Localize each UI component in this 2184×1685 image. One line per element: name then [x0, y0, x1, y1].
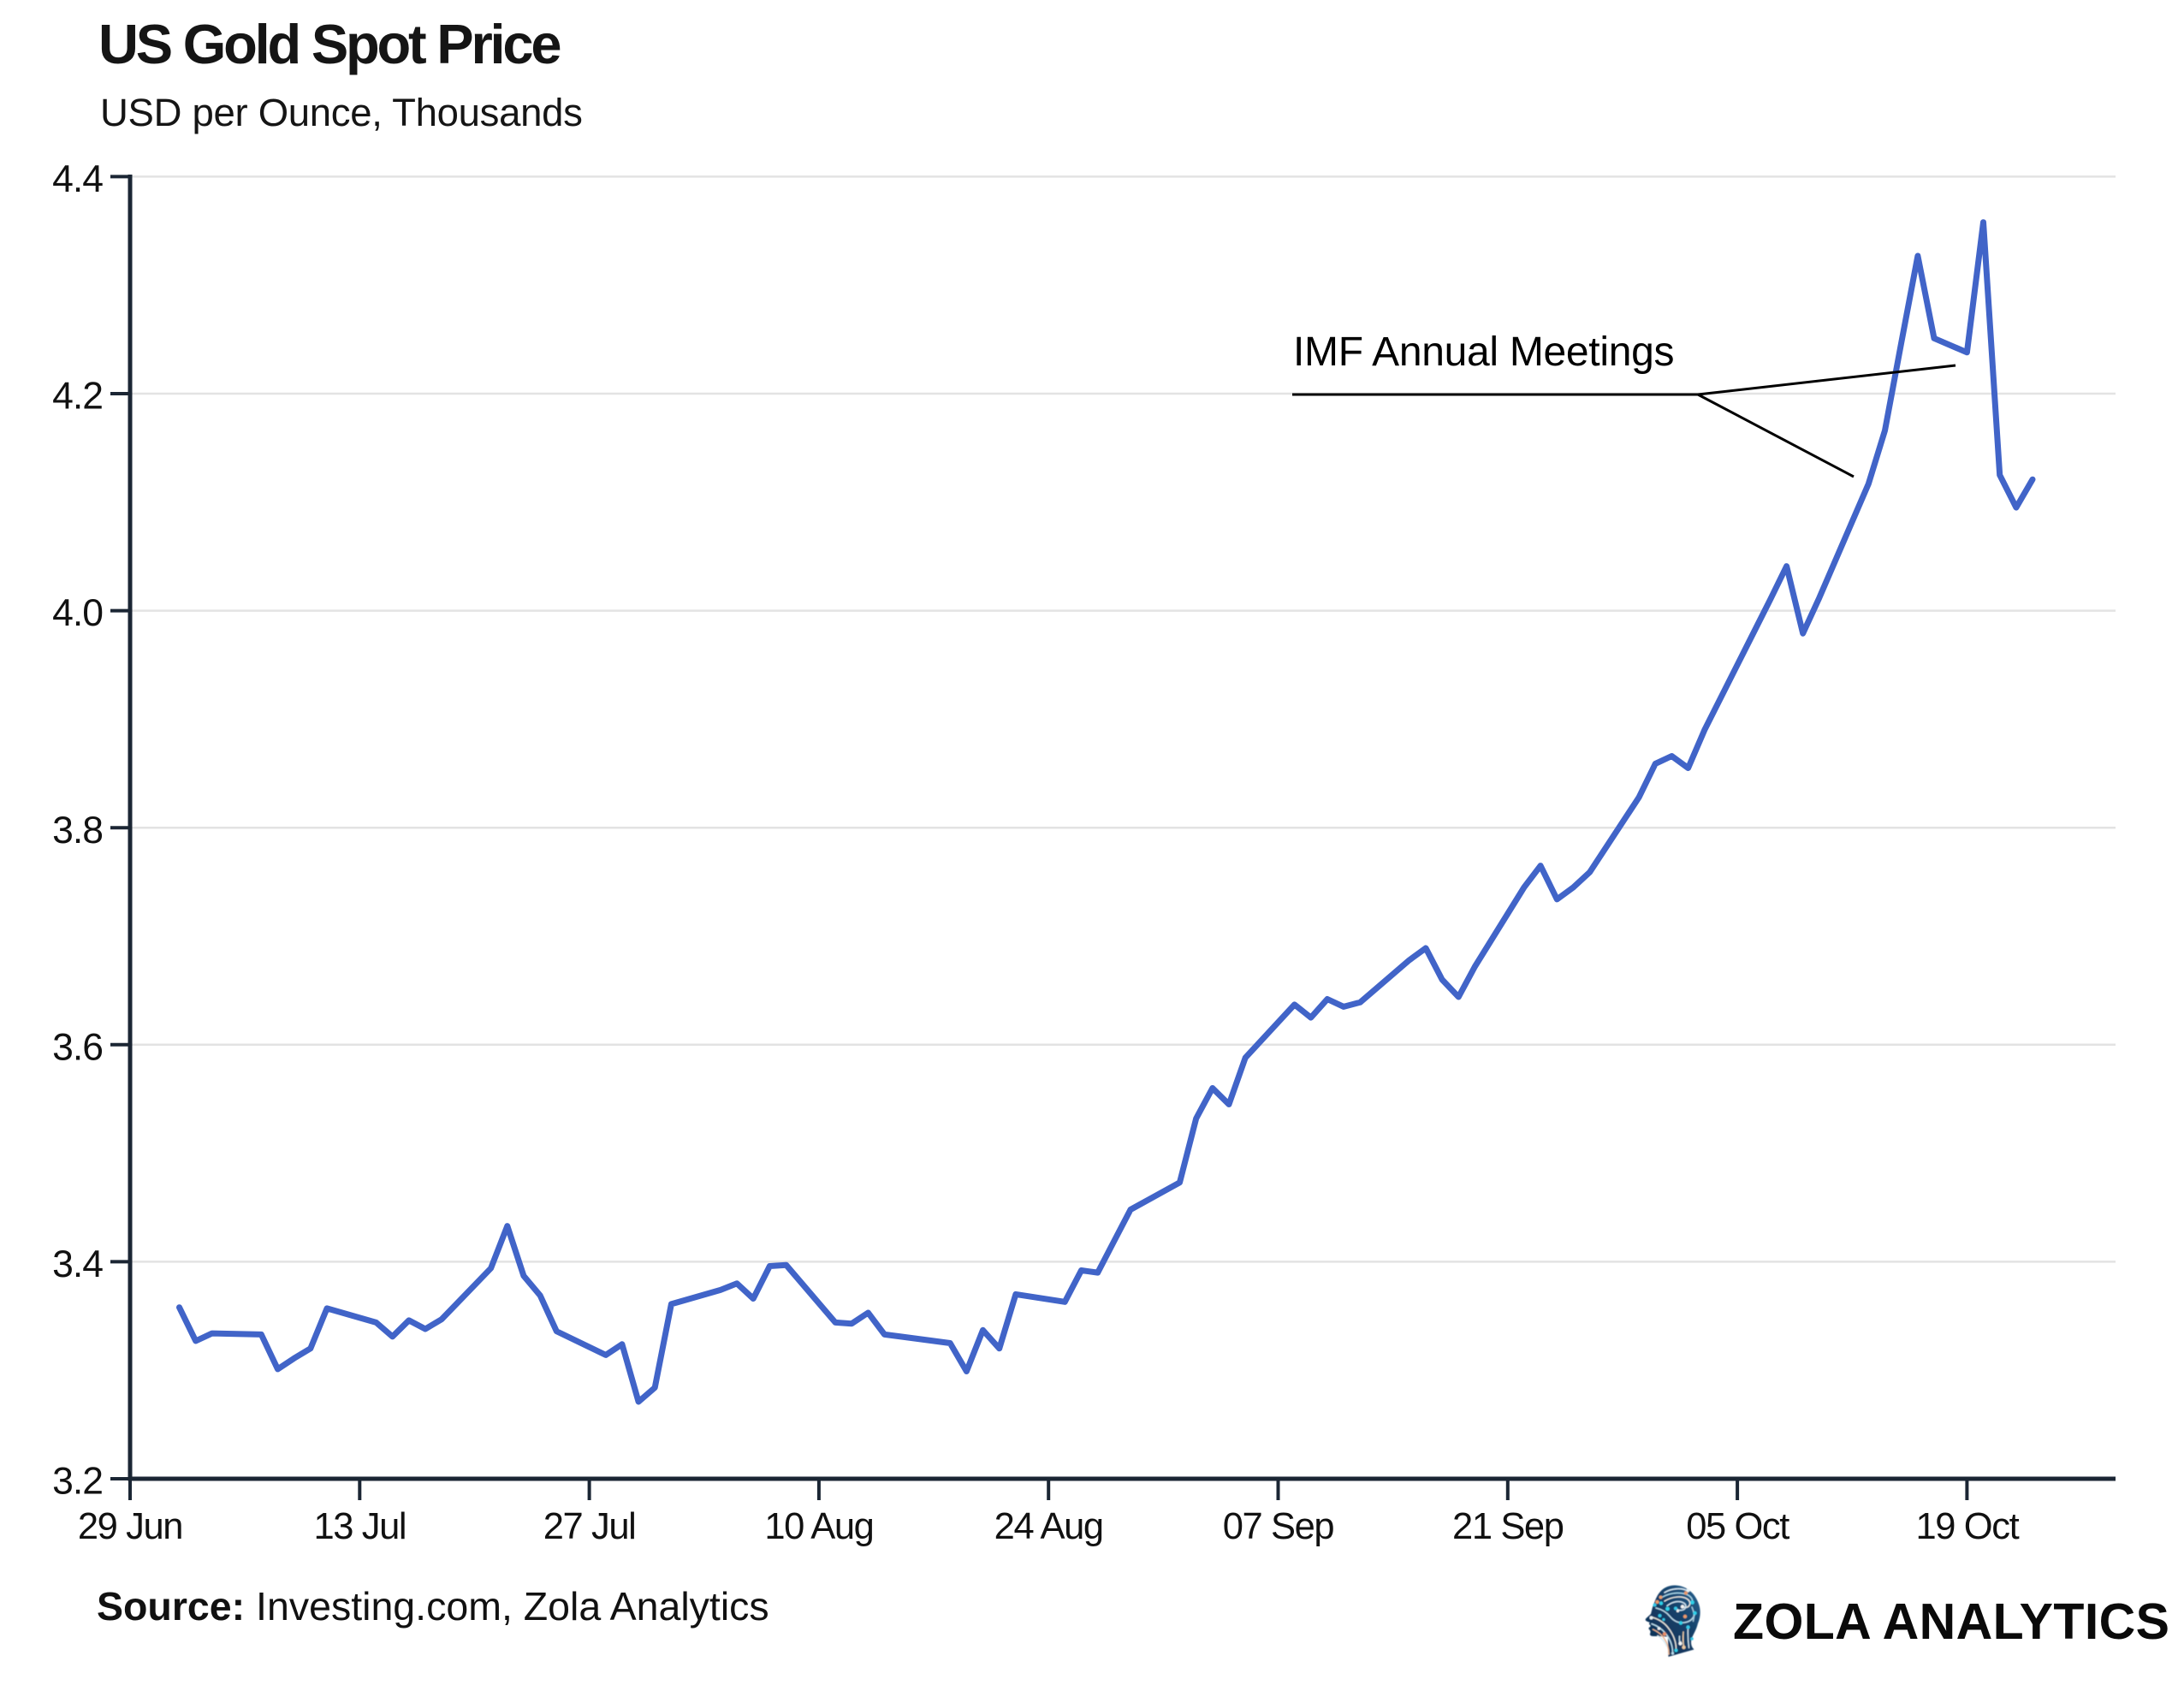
svg-text:3.4: 3.4	[52, 1243, 103, 1285]
svg-text:24 Aug: 24 Aug	[994, 1506, 1103, 1547]
svg-text:Source: Investing.com, Zola An: Source: Investing.com, Zola Analytics	[97, 1584, 769, 1629]
svg-text:4.2: 4.2	[52, 376, 103, 418]
svg-text:07 Sep: 07 Sep	[1223, 1506, 1334, 1547]
svg-text:21 Sep: 21 Sep	[1452, 1506, 1564, 1547]
svg-text:4.0: 4.0	[52, 592, 103, 634]
svg-text:3.2: 3.2	[52, 1461, 103, 1503]
svg-text:05 Oct: 05 Oct	[1686, 1506, 1789, 1547]
svg-text:27 Jul: 27 Jul	[543, 1506, 636, 1547]
svg-text:13 Jul: 13 Jul	[313, 1506, 406, 1547]
svg-text:3.6: 3.6	[52, 1026, 103, 1068]
svg-text:USD per Ounce, Thousands: USD per Ounce, Thousands	[100, 91, 583, 134]
svg-text:ZOLA ANALYTICS: ZOLA ANALYTICS	[1733, 1593, 2169, 1650]
svg-text:19 Oct: 19 Oct	[1916, 1506, 2020, 1547]
svg-text:10 Aug: 10 Aug	[764, 1506, 873, 1547]
svg-text:US Gold Spot Price: US Gold Spot Price	[98, 13, 560, 75]
svg-text:IMF Annual Meetings: IMF Annual Meetings	[1293, 329, 1674, 375]
svg-text:3.8: 3.8	[52, 810, 103, 851]
svg-text:29 Jun: 29 Jun	[78, 1506, 182, 1547]
svg-text:4.4: 4.4	[52, 158, 103, 200]
